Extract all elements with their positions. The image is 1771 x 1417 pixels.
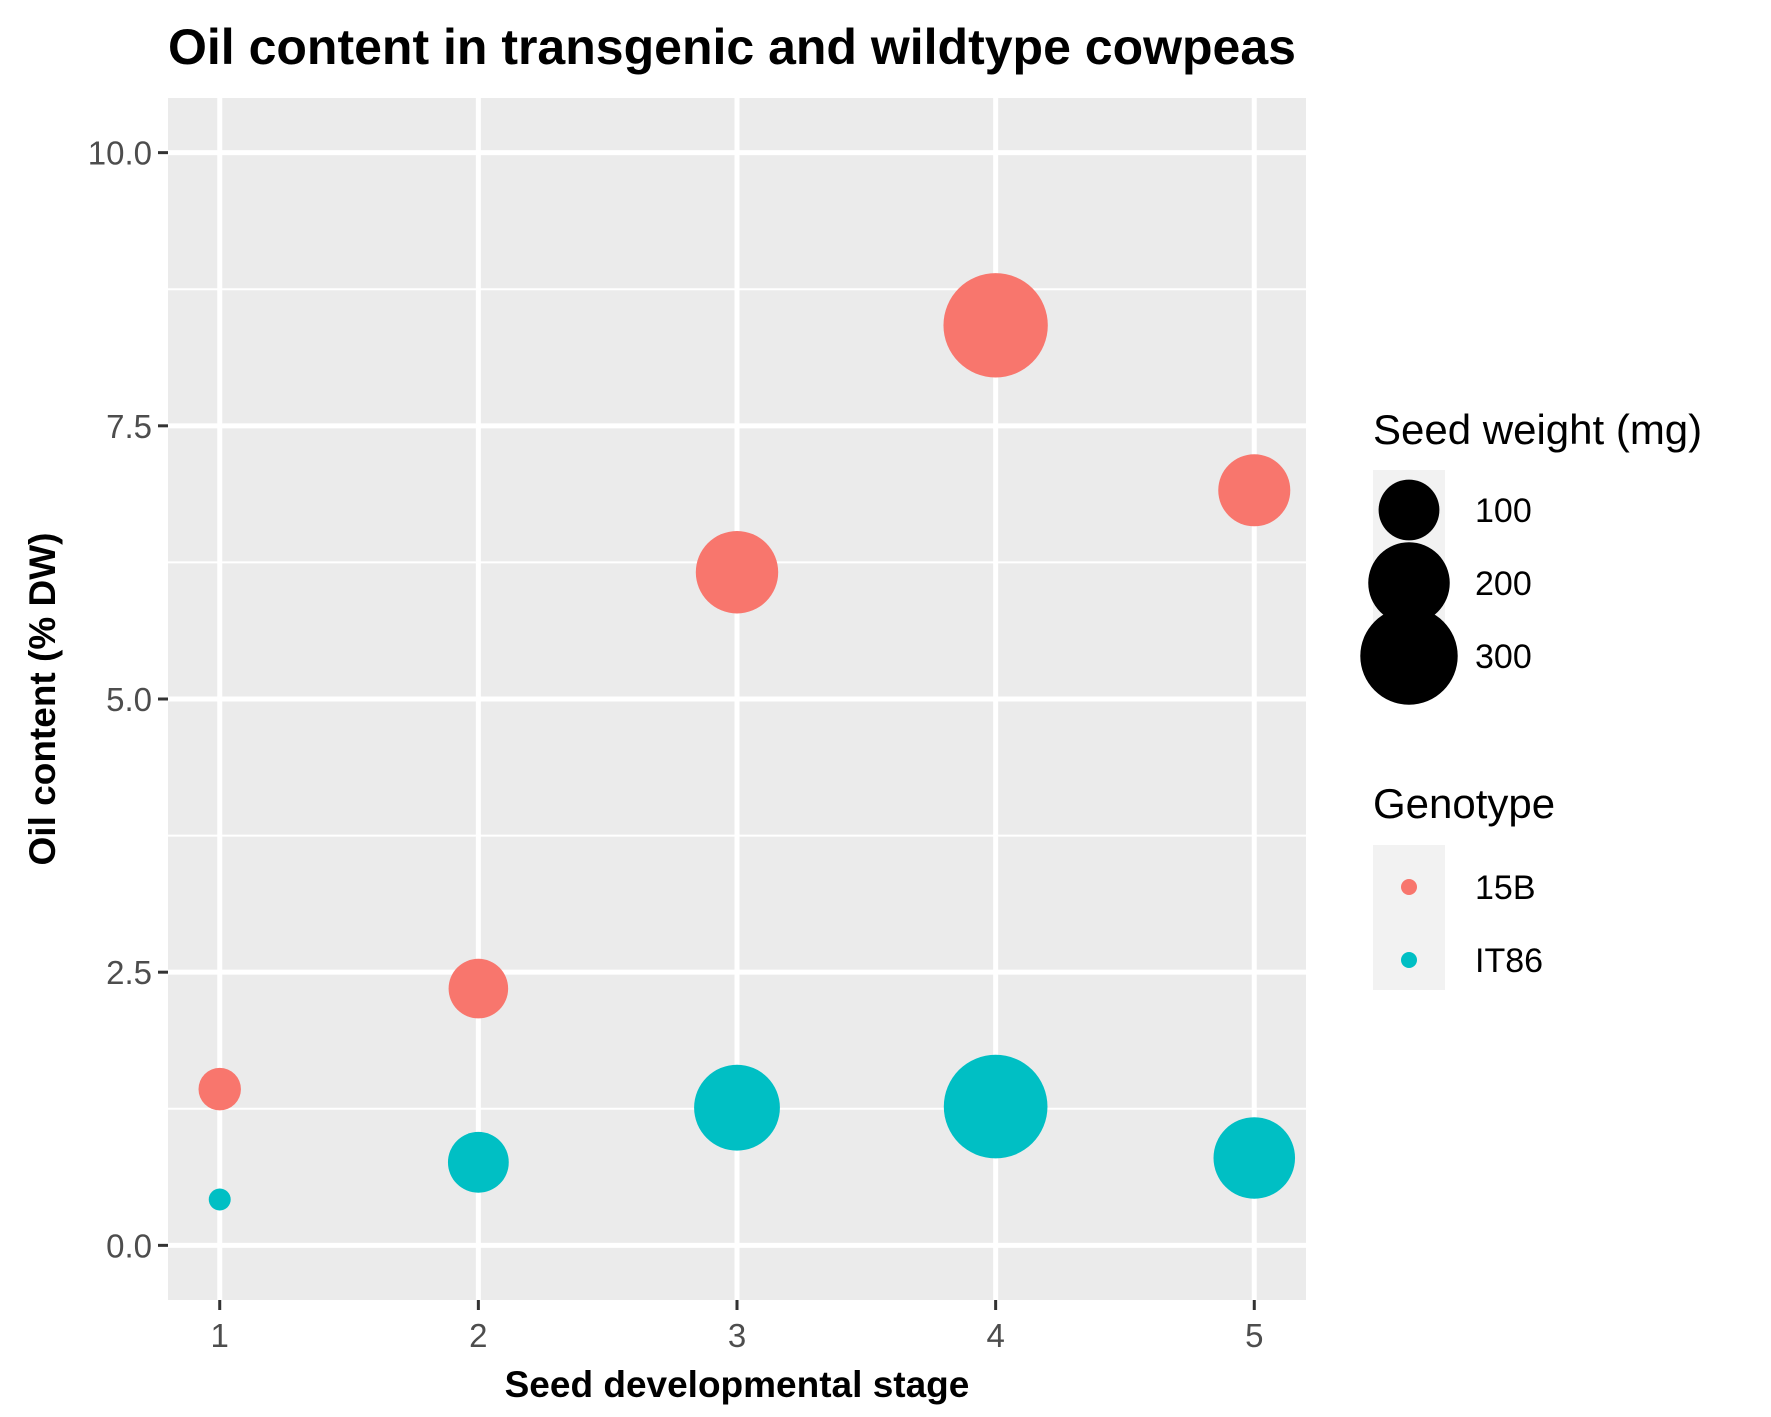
color-legend-title: Genotype (1373, 780, 1555, 827)
data-point-it86 (1213, 1117, 1296, 1199)
size-legend-key (1368, 542, 1450, 624)
size-legend-label: 200 (1475, 565, 1532, 603)
y-tick-label: 5.0 (106, 681, 152, 718)
chart-title: Oil content in transgenic and wildtype c… (168, 19, 1296, 75)
data-point-it86 (208, 1188, 231, 1211)
color-legend: Genotype 15B IT86 (1373, 780, 1555, 990)
data-point-15b (198, 1067, 241, 1111)
x-axis: 1 2 3 4 5 (211, 1300, 1263, 1354)
y-tick-label: 0.0 (106, 1227, 152, 1264)
x-tick-label: 2 (469, 1317, 487, 1354)
data-point-15b (695, 531, 779, 614)
size-legend-label: 100 (1475, 492, 1532, 530)
size-legend-key (1378, 479, 1440, 541)
size-legend-label: 300 (1475, 638, 1532, 676)
x-tick-label: 3 (728, 1317, 746, 1354)
y-tick-label: 7.5 (106, 408, 152, 445)
x-axis-title: Seed developmental stage (505, 1364, 970, 1405)
color-legend-key (1401, 952, 1417, 968)
data-point-15b (1218, 454, 1291, 527)
data-point-15b (448, 958, 509, 1019)
data-points (198, 273, 1296, 1211)
x-tick-label: 4 (986, 1317, 1004, 1354)
size-legend-key (1360, 607, 1458, 705)
color-legend-label: 15B (1475, 869, 1536, 907)
x-tick-label: 5 (1245, 1317, 1263, 1354)
data-point-it86 (694, 1064, 780, 1151)
data-point-it86 (447, 1131, 509, 1193)
x-tick-label: 1 (211, 1317, 229, 1354)
data-point-it86 (943, 1054, 1048, 1159)
color-legend-label: IT86 (1475, 942, 1543, 980)
y-axis-title: Oil content (% DW) (22, 533, 63, 866)
y-axis: 0.0 2.5 5.0 7.5 10.0 (88, 135, 168, 1264)
color-legend-key-background (1373, 845, 1445, 990)
data-point-15b (943, 273, 1048, 378)
y-tick-label: 10.0 (88, 135, 152, 172)
y-tick-label: 2.5 (106, 954, 152, 991)
size-legend-title: Seed weight (mg) (1373, 406, 1702, 453)
size-legend: Seed weight (mg) 100 200 300 (1360, 406, 1702, 705)
color-legend-key (1401, 879, 1417, 895)
